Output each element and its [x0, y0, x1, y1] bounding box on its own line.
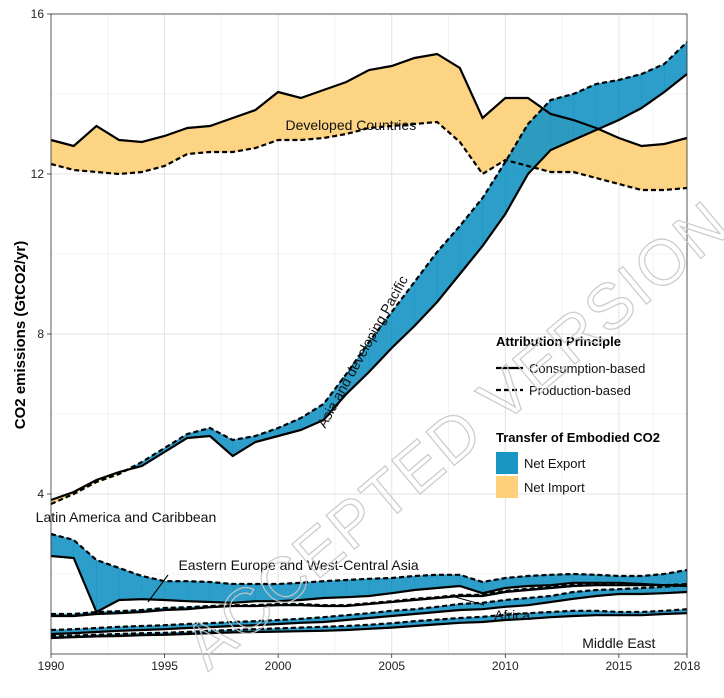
- latin-america-pointer: [147, 574, 169, 603]
- africa-pointer: [454, 596, 485, 606]
- y-tick-label: 12: [31, 167, 45, 181]
- developed-countries-fill-segment: [187, 125, 211, 155]
- x-tick-label: 2018: [674, 659, 701, 673]
- developed-countries-fill-segment: [391, 57, 415, 127]
- eastern-europe-and-west-central-asia-consumption-line: [50, 554, 688, 614]
- region-label-eastern-europe-and-west-central-asia: Eastern Europe and West-Central Asia: [178, 557, 418, 573]
- x-tick-label: 1995: [151, 659, 178, 673]
- region-label-africa: Africa: [494, 607, 530, 623]
- series-lines: [50, 41, 688, 640]
- developed-countries-fill-segment: [414, 53, 438, 125]
- x-tick-label: 2015: [606, 659, 633, 673]
- region-label-middle-east: Middle East: [582, 635, 655, 651]
- latin-america-and-caribbean-production-line: [51, 582, 688, 616]
- legend-label-net-import: Net Import: [524, 480, 585, 495]
- x-tick-label: 2005: [378, 659, 405, 673]
- africa-consumption-line: [50, 590, 688, 636]
- y-tick-label: 4: [37, 487, 44, 501]
- legend-swatch-net-export: [496, 452, 518, 474]
- legend-label-production-based: Production-based: [529, 383, 631, 398]
- developed-countries-fill-segment: [641, 143, 665, 191]
- legend: Attribution Principle Consumption-based Pr…: [496, 334, 660, 498]
- legend-label-net-export: Net Export: [524, 456, 586, 471]
- x-tick-label: 1990: [38, 659, 65, 673]
- eastern-europe-and-west-central-asia-fill-segment: [346, 578, 370, 598]
- x-tick-label: 2000: [265, 659, 292, 673]
- eastern-europe-and-west-central-asia-fill-segment: [164, 580, 188, 602]
- developed-countries-fill-segment: [664, 137, 688, 191]
- middle-east-consumption-line: [50, 612, 688, 640]
- legend-label-consumption-based: Consumption-based: [529, 361, 645, 376]
- axis-ticks: 1990 1995 2000 2005 2010 2015 2018 4 8 12 16: [31, 7, 701, 673]
- region-label-latin-america-and-caribbean: Latin America and Caribbean: [36, 509, 217, 525]
- legend-swatch-net-import: [496, 476, 518, 498]
- middle-east-production-line: [50, 608, 688, 638]
- legend-title-attribution: Attribution Principle: [496, 334, 621, 349]
- asia-and-developing-pacific-production-line: [50, 41, 688, 506]
- africa-production-line: [50, 584, 688, 632]
- developed-countries-fill-segment: [118, 139, 143, 175]
- y-axis-title: CO2 emissions (GtCO2/yr): [12, 241, 29, 429]
- x-tick-label: 2010: [492, 659, 519, 673]
- y-tick-label: 8: [37, 327, 44, 341]
- region-label-developed-countries: Developed Countries: [285, 117, 416, 133]
- developed-countries-consumption-line: [50, 52, 688, 148]
- legend-title-transfer: Transfer of Embodied CO2: [496, 430, 660, 445]
- y-tick-label: 16: [31, 7, 45, 21]
- asia-and-developing-pacific-consumption-line: [50, 73, 688, 502]
- latin-america-and-caribbean-consumption-line: [51, 584, 687, 618]
- eastern-europe-and-west-central-asia-production-line: [50, 532, 688, 586]
- developed-countries-production-line: [50, 120, 688, 192]
